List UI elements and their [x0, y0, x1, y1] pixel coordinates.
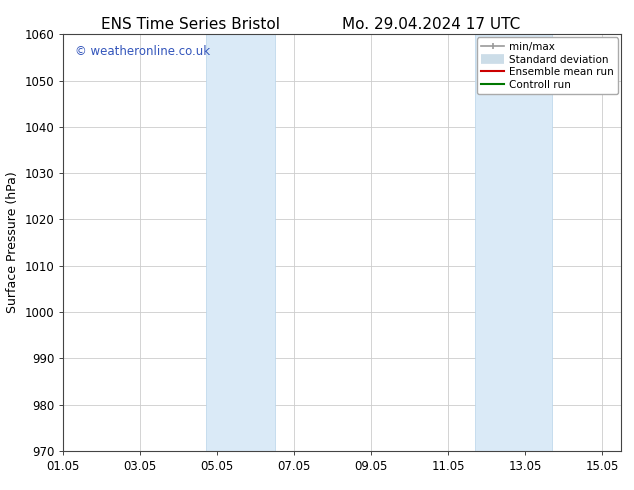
Text: Mo. 29.04.2024 17 UTC: Mo. 29.04.2024 17 UTC: [342, 17, 521, 32]
Y-axis label: Surface Pressure (hPa): Surface Pressure (hPa): [6, 172, 19, 314]
Legend: min/max, Standard deviation, Ensemble mean run, Controll run: min/max, Standard deviation, Ensemble me…: [477, 37, 618, 95]
Bar: [206, 34, 275, 451]
Text: © weatheronline.co.uk: © weatheronline.co.uk: [75, 45, 210, 58]
Bar: [475, 34, 552, 451]
Text: ENS Time Series Bristol: ENS Time Series Bristol: [101, 17, 280, 32]
